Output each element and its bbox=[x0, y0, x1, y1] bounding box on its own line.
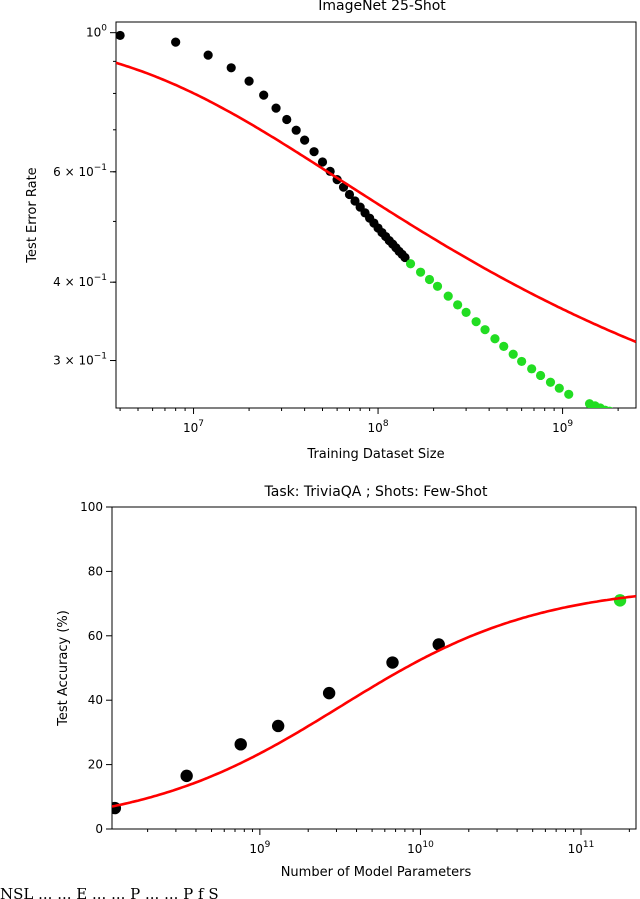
x-tick-label: 109 bbox=[249, 840, 270, 856]
data-point bbox=[386, 656, 399, 669]
y-tick-label: 60 bbox=[88, 629, 103, 643]
plot-marks bbox=[112, 594, 636, 815]
data-point bbox=[116, 30, 125, 41]
data-point bbox=[317, 157, 328, 167]
y-tick-label: 80 bbox=[88, 564, 103, 578]
y-tick-label: 6 × 10−1 bbox=[53, 163, 107, 179]
holdout-point bbox=[606, 406, 613, 408]
plot-frame bbox=[115, 21, 637, 409]
holdout-point bbox=[617, 411, 626, 420]
holdout-point bbox=[432, 281, 443, 291]
data-point bbox=[171, 37, 181, 47]
chart-triviaqa-few-shot: Task: TriviaQA ; Shots: Few-Shot 109 1010… bbox=[56, 484, 637, 880]
data-point bbox=[309, 147, 319, 157]
y-axis-ticks: 100 6 × 10−1 4 × 10−1 3 × 10−1 bbox=[53, 24, 116, 368]
holdout-point bbox=[461, 307, 471, 317]
chart-title: Task: TriviaQA ; Shots: Few-Shot bbox=[264, 484, 488, 500]
chart-title: ImageNet 25-Shot bbox=[318, 0, 446, 14]
x-tick-label: 1011 bbox=[568, 840, 595, 856]
holdout-point bbox=[527, 364, 537, 374]
holdout-point bbox=[564, 389, 574, 399]
holdout-point bbox=[554, 383, 564, 393]
plot-area bbox=[116, 30, 636, 423]
y-tick-label: 3 × 10−1 bbox=[53, 352, 107, 368]
data-point bbox=[226, 63, 236, 73]
holdout-point bbox=[535, 370, 546, 381]
x-axis-ticks: 109 1010 1011 bbox=[147, 829, 630, 856]
holdout-point bbox=[545, 377, 556, 387]
holdout-point bbox=[480, 325, 490, 335]
data-point bbox=[259, 90, 269, 100]
plot-area bbox=[112, 594, 636, 815]
x-tick-label: 107 bbox=[183, 419, 204, 435]
holdout-point bbox=[424, 274, 435, 285]
holdout-point bbox=[490, 334, 500, 344]
data-point bbox=[180, 769, 193, 783]
holdout-point bbox=[405, 259, 416, 269]
y-axis-ticks: 0 20 40 60 80 100 bbox=[80, 500, 112, 836]
data-point bbox=[282, 114, 292, 125]
chart-imagenet-25-shot: ImageNet 25-Shot 107 108 109 100 6 × 10−1 4 … bbox=[25, 0, 637, 462]
y-tick-label: 0 bbox=[95, 822, 103, 836]
holdout-point bbox=[508, 349, 518, 359]
x-tick-label: 1010 bbox=[407, 840, 434, 856]
fit-curve bbox=[116, 61, 636, 344]
y-tick-label: 4 × 10−1 bbox=[53, 273, 107, 289]
data-point bbox=[203, 50, 213, 60]
data-point bbox=[234, 738, 247, 751]
y-tick-label: 100 bbox=[80, 500, 103, 514]
holdout-point bbox=[621, 413, 630, 422]
data-point bbox=[322, 686, 336, 700]
data-point bbox=[300, 135, 310, 145]
y-axis-label: Test Error Rate bbox=[25, 167, 40, 263]
data-point bbox=[350, 196, 360, 206]
holdout-point bbox=[471, 317, 481, 327]
plot-frame bbox=[111, 506, 637, 830]
data-point bbox=[291, 125, 301, 135]
holdout-point bbox=[443, 291, 453, 301]
plot-marks bbox=[116, 30, 636, 423]
x-axis-label: Training Dataset Size bbox=[306, 447, 444, 462]
data-point bbox=[244, 76, 254, 86]
y-axis-label: Test Accuracy (%) bbox=[56, 610, 71, 727]
y-tick-label: 20 bbox=[88, 758, 103, 772]
holdout-point bbox=[415, 267, 426, 277]
fit-curve bbox=[112, 594, 636, 808]
holdout-point bbox=[499, 341, 509, 351]
holdout-point bbox=[517, 356, 527, 367]
x-axis-label: Number of Model Parameters bbox=[281, 865, 472, 880]
y-tick-label: 100 bbox=[86, 24, 107, 40]
x-tick-label: 108 bbox=[368, 419, 389, 435]
holdout-point bbox=[613, 594, 627, 607]
holdout-point bbox=[453, 300, 463, 310]
holdout-point bbox=[614, 410, 623, 419]
holdout-point bbox=[601, 405, 610, 408]
data-point bbox=[400, 252, 410, 263]
data-point bbox=[344, 189, 355, 200]
data-point bbox=[271, 719, 285, 733]
x-tick-label: 109 bbox=[552, 419, 573, 435]
figure-caption: NSL ... ... E ... ... P ... ... P f S bbox=[0, 885, 219, 899]
x-axis-ticks: 107 108 109 bbox=[119, 408, 619, 435]
holdout-point bbox=[609, 409, 618, 418]
y-tick-label: 40 bbox=[88, 693, 103, 707]
holdout-point bbox=[625, 414, 634, 423]
data-point bbox=[271, 103, 281, 113]
